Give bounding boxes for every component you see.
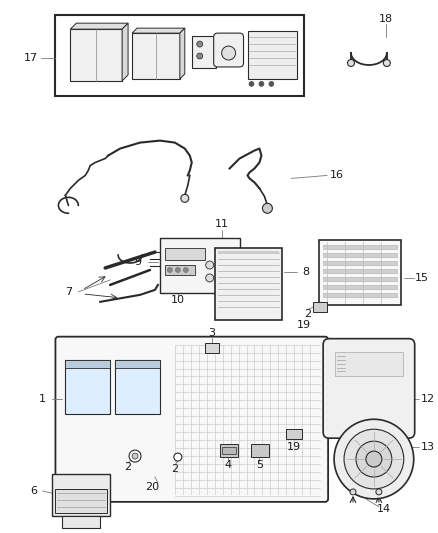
Bar (62, 516, 100, 528)
Polygon shape (122, 23, 128, 81)
Circle shape (249, 82, 254, 86)
Text: 7: 7 (65, 287, 72, 297)
Text: 13: 13 (420, 442, 434, 452)
Polygon shape (132, 28, 185, 33)
Bar (218, 251, 279, 254)
Circle shape (262, 203, 272, 213)
Text: 15: 15 (415, 273, 429, 283)
Bar (323, 261, 397, 265)
Text: 3: 3 (208, 328, 215, 338)
Circle shape (222, 46, 236, 60)
Bar (205, 343, 219, 353)
Circle shape (344, 429, 404, 489)
Bar (65, 360, 110, 414)
Polygon shape (71, 23, 128, 29)
Bar (160, 238, 240, 293)
Text: 5: 5 (256, 460, 263, 470)
Text: 17: 17 (24, 53, 38, 63)
Circle shape (347, 60, 354, 67)
Circle shape (197, 53, 203, 59)
Bar (251, 444, 269, 457)
Bar (215, 248, 283, 320)
Text: 10: 10 (171, 295, 185, 305)
Circle shape (167, 268, 173, 272)
FancyBboxPatch shape (56, 337, 328, 502)
Bar (219, 444, 237, 457)
Bar (192, 36, 215, 68)
FancyBboxPatch shape (214, 33, 244, 67)
Circle shape (350, 489, 356, 495)
Circle shape (269, 82, 274, 86)
Bar (247, 31, 297, 79)
Bar (323, 269, 397, 273)
Text: 14: 14 (377, 504, 391, 514)
Circle shape (174, 453, 182, 461)
Text: 2: 2 (304, 309, 311, 319)
Circle shape (383, 60, 390, 67)
Polygon shape (180, 28, 185, 79)
Bar (319, 240, 401, 305)
Bar (222, 447, 236, 454)
Text: 2: 2 (171, 464, 178, 474)
Circle shape (366, 451, 382, 467)
Text: 1: 1 (39, 394, 46, 405)
Text: 6: 6 (30, 486, 37, 496)
Bar (65, 360, 110, 368)
Text: 19: 19 (297, 320, 311, 330)
Circle shape (129, 450, 141, 462)
Circle shape (259, 82, 264, 86)
Bar (56, 489, 107, 513)
Bar (165, 248, 205, 260)
Bar (313, 302, 327, 312)
Text: 8: 8 (303, 267, 310, 277)
FancyBboxPatch shape (323, 338, 415, 438)
Bar (323, 293, 397, 297)
Text: 4: 4 (224, 460, 231, 470)
Bar (53, 474, 110, 516)
Bar (115, 360, 160, 368)
Bar (323, 277, 397, 281)
Circle shape (181, 195, 189, 203)
Circle shape (132, 453, 138, 459)
Bar (165, 265, 195, 275)
Text: 12: 12 (420, 394, 435, 405)
Bar (323, 285, 397, 289)
Circle shape (334, 419, 414, 499)
Circle shape (376, 489, 382, 495)
Text: 11: 11 (215, 219, 229, 229)
Circle shape (197, 41, 203, 47)
Circle shape (175, 268, 180, 272)
Circle shape (206, 274, 214, 282)
Circle shape (206, 261, 214, 269)
Text: 20: 20 (145, 482, 159, 492)
Text: 16: 16 (330, 171, 344, 181)
Circle shape (356, 441, 392, 477)
Bar (132, 33, 180, 79)
Bar (323, 253, 397, 257)
Circle shape (184, 268, 188, 272)
Text: 19: 19 (287, 442, 301, 452)
Bar (335, 352, 403, 376)
Bar (323, 245, 397, 249)
Text: 9: 9 (134, 257, 141, 267)
Text: 2: 2 (124, 462, 132, 472)
Text: 18: 18 (379, 14, 393, 24)
Bar (286, 429, 302, 439)
Bar (71, 29, 122, 81)
Bar (115, 360, 160, 414)
Bar (56, 15, 304, 96)
